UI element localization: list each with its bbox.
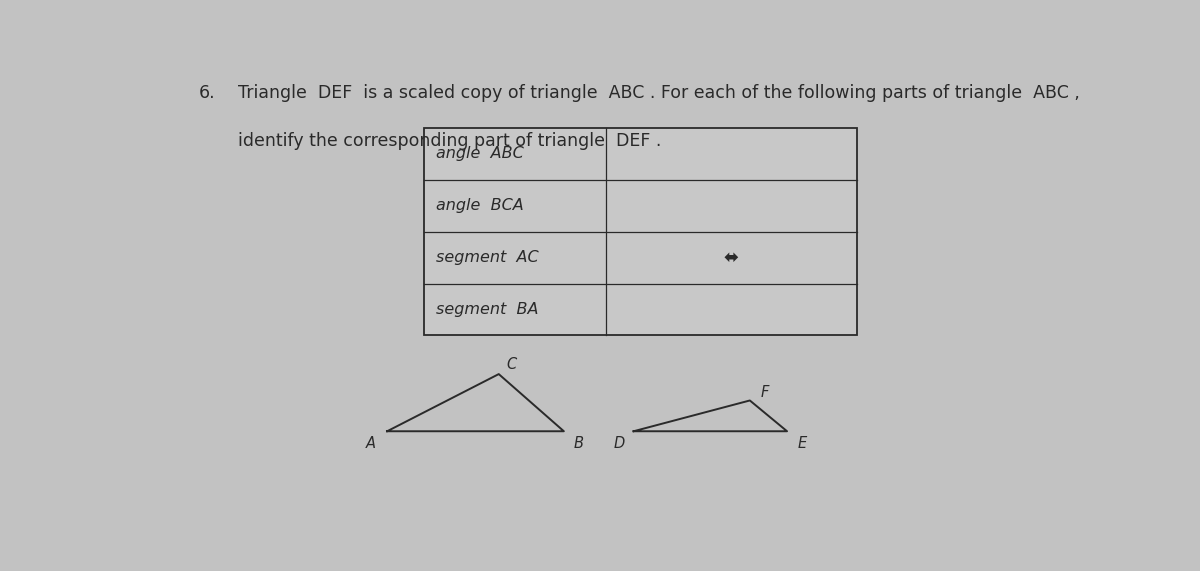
Text: ⬌: ⬌ [724,248,739,267]
Text: angle  ABC: angle ABC [436,146,523,162]
Text: angle  BCA: angle BCA [436,198,523,213]
Text: identify the corresponding part of triangle  DEF .: identify the corresponding part of trian… [239,132,661,150]
Bar [425,128,857,335]
Text: 6.: 6. [198,84,215,102]
Text: segment  AC: segment AC [436,250,538,265]
Text: B: B [574,436,583,451]
Text: Triangle  DEF  is a scaled copy of triangle  ABC . For each of the following par: Triangle DEF is a scaled copy of triangl… [239,84,1080,102]
Text: segment  BA: segment BA [436,302,538,317]
Text: C: C [506,357,517,372]
Text: A: A [366,436,376,451]
Text: D: D [614,436,625,451]
Text: F: F [761,385,769,400]
Text: E: E [797,436,806,451]
